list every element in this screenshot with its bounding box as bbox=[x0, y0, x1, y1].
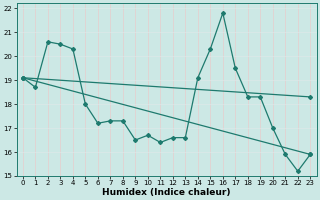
X-axis label: Humidex (Indice chaleur): Humidex (Indice chaleur) bbox=[102, 188, 231, 197]
